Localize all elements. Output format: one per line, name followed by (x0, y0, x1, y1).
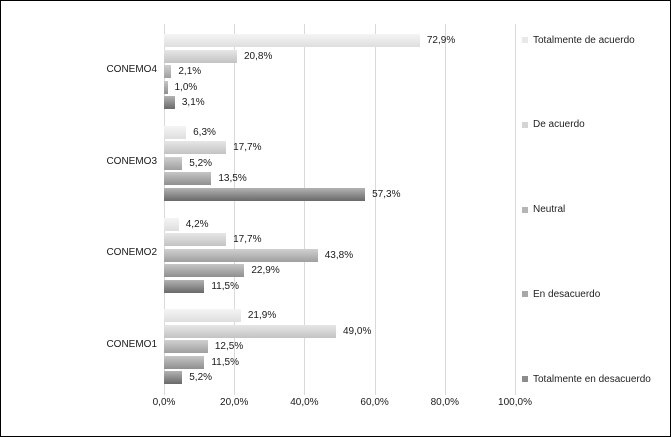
value-label: 21,9% (247, 310, 277, 322)
value-label: 12,5% (214, 341, 244, 353)
gridline (444, 24, 446, 395)
bar (164, 217, 179, 231)
legend-marker-icon (522, 376, 528, 382)
legend-label: De acuerdo (533, 119, 585, 131)
value-label: 13,5% (218, 173, 247, 185)
bar (164, 233, 227, 246)
value-label: 17,7% (233, 142, 262, 154)
legend-item: Totalmente en desacuerdo (522, 373, 670, 385)
bar (164, 264, 245, 277)
legend-marker-icon (522, 37, 528, 43)
legend-label: Totalmente en desacuerdo (533, 373, 651, 385)
bar (164, 324, 336, 338)
value-label: 6,3% (193, 126, 216, 138)
x-axis-tick-label: 100,0% (498, 397, 532, 408)
bar (164, 248, 318, 262)
legend-item: Totalmente de acuerdo (522, 34, 670, 46)
bar-row: 22,9% (164, 264, 280, 277)
bar (164, 156, 183, 170)
legend: Totalmente de acuerdo De acuerdo Neutral En… (522, 34, 670, 385)
bar-row: 4,2% (164, 217, 209, 231)
bar-row: 13,5% (164, 172, 247, 186)
legend-label: Totalmente de acuerdo (533, 34, 635, 46)
bar-row: 11,5% (164, 355, 239, 369)
value-label: 22,9% (251, 265, 280, 276)
x-axis-tick-label: 0,0% (152, 397, 176, 408)
bar (164, 96, 175, 109)
x-axis-tick-label: 40,0% (290, 397, 319, 408)
bar (164, 80, 168, 94)
bar (164, 371, 183, 385)
gridline (234, 24, 236, 395)
value-label: 3,1% (181, 97, 205, 108)
legend-marker-icon (522, 291, 528, 298)
bar-row: 3,1% (164, 96, 205, 109)
bar (164, 187, 366, 201)
legend-item: De acuerdo (522, 119, 670, 131)
x-axis-tick-label: 20,0% (220, 397, 249, 408)
value-label: 5,2% (189, 372, 213, 384)
bar (164, 340, 208, 354)
bar (164, 49, 237, 63)
legend-marker-icon (522, 206, 528, 213)
value-label: 17,7% (233, 234, 262, 245)
value-label: 1,0% (174, 81, 198, 93)
x-axis-tick-label: 60,0% (360, 397, 389, 408)
value-label: 2,1% (178, 66, 202, 77)
value-label: 43,8% (324, 249, 354, 261)
bar (164, 309, 241, 323)
bar-row: 57,3% (164, 187, 401, 201)
bar-row: 12,5% (164, 340, 244, 354)
gridline (164, 24, 165, 395)
bar (164, 172, 212, 186)
gridline (304, 24, 306, 395)
bar-row: 21,9% (164, 309, 277, 323)
bar-row: 1,0% (164, 80, 198, 94)
legend-item: Neutral (522, 204, 670, 216)
bar (164, 141, 227, 155)
bar-row: 6,3% (164, 125, 216, 139)
x-axis-tick-label: 80,0% (430, 397, 459, 408)
legend-label: En desacuerdo (533, 288, 601, 300)
category-label: CONEMO3 (106, 155, 157, 167)
legend-label: Neutral (533, 204, 566, 215)
bar-row: 17,7% (164, 233, 261, 246)
bar (164, 279, 205, 293)
bar (164, 34, 420, 47)
bar-row: 43,8% (164, 248, 354, 262)
category-label: CONEMO2 (106, 247, 157, 259)
bar-row: 5,2% (164, 371, 213, 385)
bar-row: 20,8% (164, 49, 273, 63)
category-label: CONEMO1 (106, 339, 157, 351)
value-label: 49,0% (342, 325, 372, 337)
value-label: 57,3% (372, 188, 401, 200)
bar (164, 355, 205, 369)
category-label: CONEMO4 (106, 63, 157, 75)
value-label: 5,2% (189, 157, 213, 169)
gridline (374, 24, 376, 395)
legend-marker-icon (522, 121, 528, 128)
bar-row: 72,9% (164, 34, 455, 47)
bar-row: 11,5% (164, 279, 239, 293)
bar-row: 49,0% (164, 324, 372, 338)
bar-row: 17,7% (164, 141, 262, 155)
value-label: 20,8% (244, 50, 273, 62)
value-label: 11,5% (211, 280, 239, 292)
gridline (515, 24, 516, 395)
value-label: 72,9% (426, 35, 456, 46)
bar-row: 5,2% (164, 156, 213, 170)
legend-item: En desacuerdo (522, 288, 670, 300)
bar-row: 2,1% (164, 65, 201, 78)
value-label: 11,5% (211, 356, 239, 368)
bar (164, 125, 187, 139)
value-label: 4,2% (185, 218, 209, 230)
bar (164, 65, 172, 78)
